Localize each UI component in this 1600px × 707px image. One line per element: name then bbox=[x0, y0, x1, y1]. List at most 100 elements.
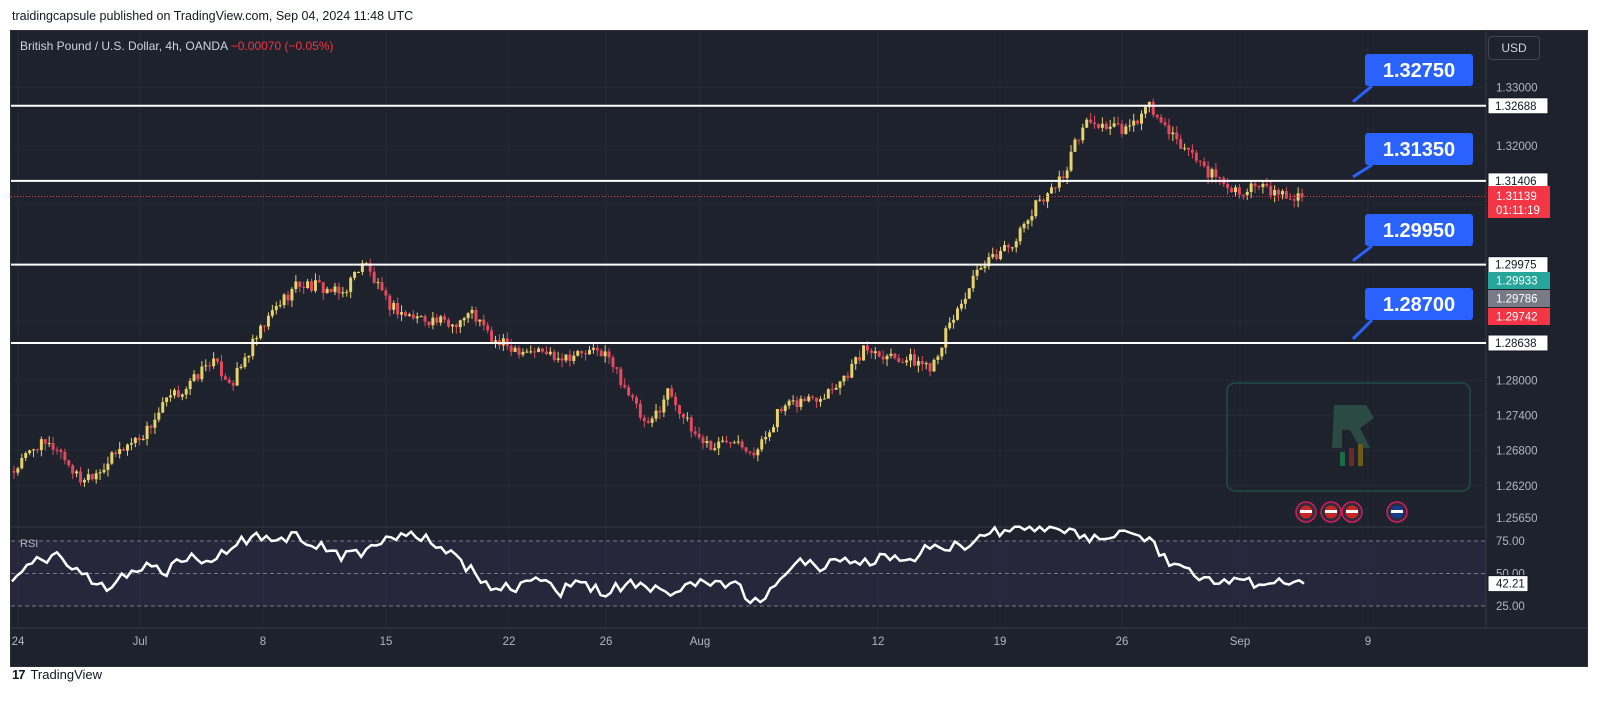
candle-body bbox=[572, 355, 576, 361]
candle-body bbox=[893, 353, 897, 359]
time-axis-label: 26 bbox=[1116, 636, 1129, 648]
candle-body bbox=[603, 351, 607, 357]
candle-body bbox=[1065, 170, 1069, 178]
rsi-line bbox=[11, 525, 1305, 605]
candle-body bbox=[826, 389, 830, 399]
candle-body bbox=[388, 295, 392, 310]
candle-body bbox=[952, 319, 956, 323]
candle-body bbox=[920, 361, 924, 365]
candle-body bbox=[1053, 187, 1057, 189]
level-callout[interactable] bbox=[1365, 288, 1473, 320]
candle-body bbox=[298, 281, 302, 287]
candle-body bbox=[889, 353, 893, 356]
candle-body bbox=[208, 365, 212, 367]
candle-body bbox=[544, 351, 548, 355]
candle-body bbox=[466, 313, 470, 319]
candle-body bbox=[744, 447, 748, 452]
candle-body bbox=[75, 471, 79, 474]
watermark-box bbox=[1226, 382, 1471, 492]
level-callout[interactable] bbox=[1365, 54, 1473, 86]
candle-body bbox=[478, 319, 482, 322]
candle-body bbox=[1136, 120, 1140, 124]
candle-body bbox=[803, 398, 807, 402]
candle-body bbox=[1046, 193, 1050, 202]
tradingview-brand-label: TradingView bbox=[30, 667, 103, 682]
candle-body bbox=[623, 385, 627, 388]
candle-body bbox=[1104, 123, 1108, 129]
candle-body bbox=[877, 351, 881, 357]
candle-body bbox=[1277, 190, 1281, 195]
price-axis-label: 1.32000 bbox=[1496, 141, 1538, 153]
candle-body bbox=[1081, 127, 1085, 141]
candle-body bbox=[1175, 132, 1179, 140]
candle-body bbox=[1163, 122, 1167, 125]
rsi-value-tag bbox=[1487, 575, 1529, 593]
candle-body bbox=[341, 292, 345, 294]
candle-body bbox=[678, 405, 682, 414]
rsi-axis-label: 25.00 bbox=[1496, 601, 1525, 613]
candle-body bbox=[654, 410, 658, 419]
candle-body bbox=[634, 397, 638, 404]
candle-body bbox=[611, 357, 615, 368]
candle-body bbox=[411, 314, 415, 319]
candle-body bbox=[956, 308, 959, 320]
candle-body bbox=[1237, 187, 1241, 195]
candle-body bbox=[1030, 216, 1034, 221]
candle-body bbox=[1194, 152, 1198, 161]
candle-body bbox=[936, 356, 940, 360]
rsi-label: RSI bbox=[20, 538, 39, 550]
watermark-bar bbox=[1358, 444, 1363, 466]
candle-body bbox=[595, 347, 599, 351]
candle-body bbox=[501, 338, 505, 346]
candle-body bbox=[1096, 124, 1100, 128]
candle-body bbox=[1128, 125, 1132, 127]
candle-body bbox=[1206, 165, 1210, 178]
candle-body bbox=[1300, 193, 1304, 198]
level-price-tag bbox=[1487, 334, 1549, 352]
symbol-legend[interactable]: British Pound / U.S. Dollar, 4h, OANDA −… bbox=[20, 39, 334, 53]
price-tag bbox=[1488, 290, 1550, 307]
rsi-value-label: 42.21 bbox=[1496, 579, 1525, 591]
candle-body bbox=[407, 314, 411, 316]
candle-body bbox=[1280, 191, 1284, 195]
candle-body bbox=[768, 432, 772, 438]
candle-body bbox=[16, 468, 20, 473]
candle-body bbox=[658, 410, 662, 413]
candle-body bbox=[689, 417, 693, 432]
level-callout[interactable] bbox=[1365, 133, 1473, 165]
candle-body bbox=[255, 338, 259, 340]
candle-body bbox=[1042, 199, 1046, 202]
candle-body bbox=[329, 288, 333, 293]
candle-body bbox=[615, 367, 619, 369]
candle-body bbox=[55, 449, 59, 451]
candle-body bbox=[141, 438, 145, 441]
candle-body bbox=[161, 402, 165, 413]
candle-body bbox=[474, 309, 478, 322]
candle-body bbox=[850, 363, 854, 378]
level-callout[interactable] bbox=[1365, 214, 1473, 246]
candle-body bbox=[967, 288, 971, 299]
candle-body bbox=[102, 469, 106, 473]
candle-body bbox=[732, 442, 736, 444]
candle-body bbox=[1022, 223, 1026, 229]
candle-body bbox=[1034, 200, 1038, 217]
candle-body bbox=[576, 351, 580, 356]
candle-body bbox=[591, 347, 595, 350]
candle-body bbox=[1120, 124, 1124, 135]
candle-body bbox=[842, 375, 846, 382]
candle-body bbox=[28, 450, 32, 454]
candle-body bbox=[865, 345, 869, 351]
candle-body bbox=[537, 348, 541, 352]
candle-body bbox=[470, 309, 474, 314]
candle-body bbox=[885, 355, 889, 360]
watermark-logo-icon bbox=[1332, 405, 1374, 448]
candle-body bbox=[1218, 176, 1222, 179]
candle-body bbox=[313, 280, 317, 291]
candle-body bbox=[521, 351, 525, 355]
tradingview-brand: 17 TradingView bbox=[12, 667, 102, 682]
candle-body bbox=[235, 367, 239, 386]
currency-button[interactable]: USD bbox=[1488, 36, 1540, 60]
candle-body bbox=[901, 362, 905, 364]
candle-body bbox=[764, 437, 768, 440]
